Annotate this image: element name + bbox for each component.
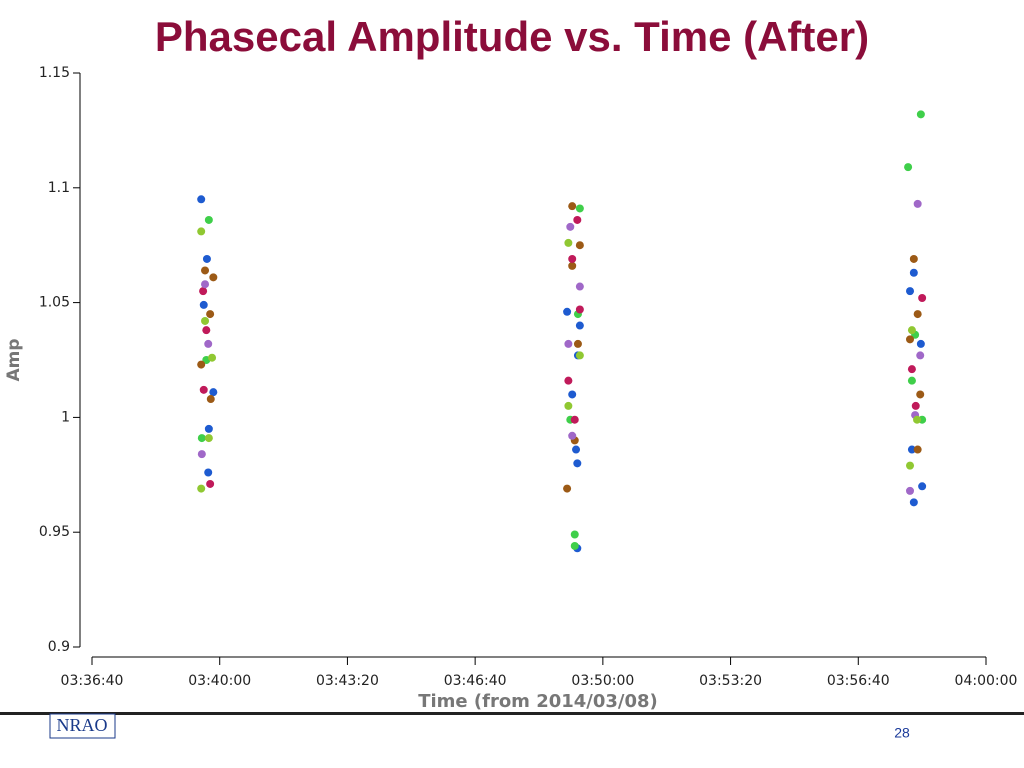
point [204, 468, 213, 477]
point [575, 305, 584, 314]
point [573, 339, 582, 348]
point [206, 310, 215, 319]
point [564, 339, 573, 348]
point [199, 385, 208, 394]
point [564, 376, 573, 385]
slide-title: Phasecal Amplitude vs. Time (After) [155, 13, 869, 60]
x-tick-label: 03:36:40 [61, 673, 124, 689]
point [918, 482, 927, 491]
point [206, 479, 215, 488]
x-tick-label: 03:40:00 [188, 673, 251, 689]
point [208, 353, 217, 362]
point [209, 388, 218, 397]
point [575, 241, 584, 250]
point [913, 310, 922, 319]
x-tick-label: 03:53:20 [699, 673, 762, 689]
x-tick-label: 03:43:20 [316, 673, 379, 689]
point [204, 434, 213, 443]
point [204, 339, 213, 348]
point [197, 450, 206, 459]
point [907, 326, 916, 335]
logo-box [49, 713, 116, 739]
y-axis-label: Amp [4, 338, 24, 381]
point [906, 335, 915, 344]
point [906, 461, 915, 470]
point [904, 163, 913, 172]
point [570, 530, 579, 539]
point [575, 204, 584, 213]
point [199, 287, 208, 296]
point [916, 351, 925, 360]
point [916, 390, 925, 399]
y-tick-label: 0.9 [48, 639, 70, 655]
point [563, 484, 572, 493]
point [209, 273, 218, 282]
point [573, 459, 582, 468]
point [197, 227, 206, 236]
footer-rule [0, 712, 1024, 715]
point [909, 268, 918, 277]
point [201, 266, 210, 275]
point [913, 445, 922, 454]
point [906, 287, 915, 296]
point [201, 280, 210, 289]
point [202, 326, 211, 335]
point [566, 222, 575, 231]
x-tick-label: 03:46:40 [444, 673, 507, 689]
point [568, 390, 577, 399]
point [568, 254, 577, 263]
x-tick-label: 03:50:00 [571, 673, 634, 689]
point [573, 215, 582, 224]
point [572, 445, 581, 454]
point [909, 254, 918, 263]
x-tick-label: 04:00:00 [955, 673, 1018, 689]
y-tick-label: 1.05 [39, 295, 70, 311]
point [564, 238, 573, 247]
point [575, 282, 584, 291]
point [907, 445, 916, 454]
x-axis-label: Time (from 2014/03/08) [418, 691, 658, 712]
point [916, 110, 925, 119]
point [911, 401, 920, 410]
point [913, 199, 922, 208]
point [570, 541, 579, 550]
point [909, 498, 918, 507]
point [570, 415, 579, 424]
point [916, 339, 925, 348]
point [907, 365, 916, 374]
point [206, 395, 215, 404]
y-tick-label: 1.1 [48, 180, 70, 196]
point [197, 484, 206, 493]
point [204, 424, 213, 433]
point [568, 431, 577, 440]
point [197, 434, 206, 443]
point [564, 401, 573, 410]
x-tick-label: 03:56:40 [827, 673, 890, 689]
point [197, 195, 206, 204]
y-tick-label: 1.15 [39, 65, 70, 81]
point [575, 351, 584, 360]
point [907, 376, 916, 385]
page-number: 28 [894, 725, 910, 741]
point [201, 316, 210, 325]
point [568, 261, 577, 270]
point [204, 215, 213, 224]
point [913, 415, 922, 424]
point [906, 486, 915, 495]
point [918, 294, 927, 303]
y-tick-label: 0.95 [39, 524, 70, 540]
point [568, 202, 577, 211]
point [197, 360, 206, 369]
point [202, 254, 211, 263]
logo: NRAO [56, 715, 107, 735]
point [199, 300, 208, 309]
point [563, 307, 572, 316]
point [575, 321, 584, 330]
y-tick-label: 1 [61, 409, 70, 425]
